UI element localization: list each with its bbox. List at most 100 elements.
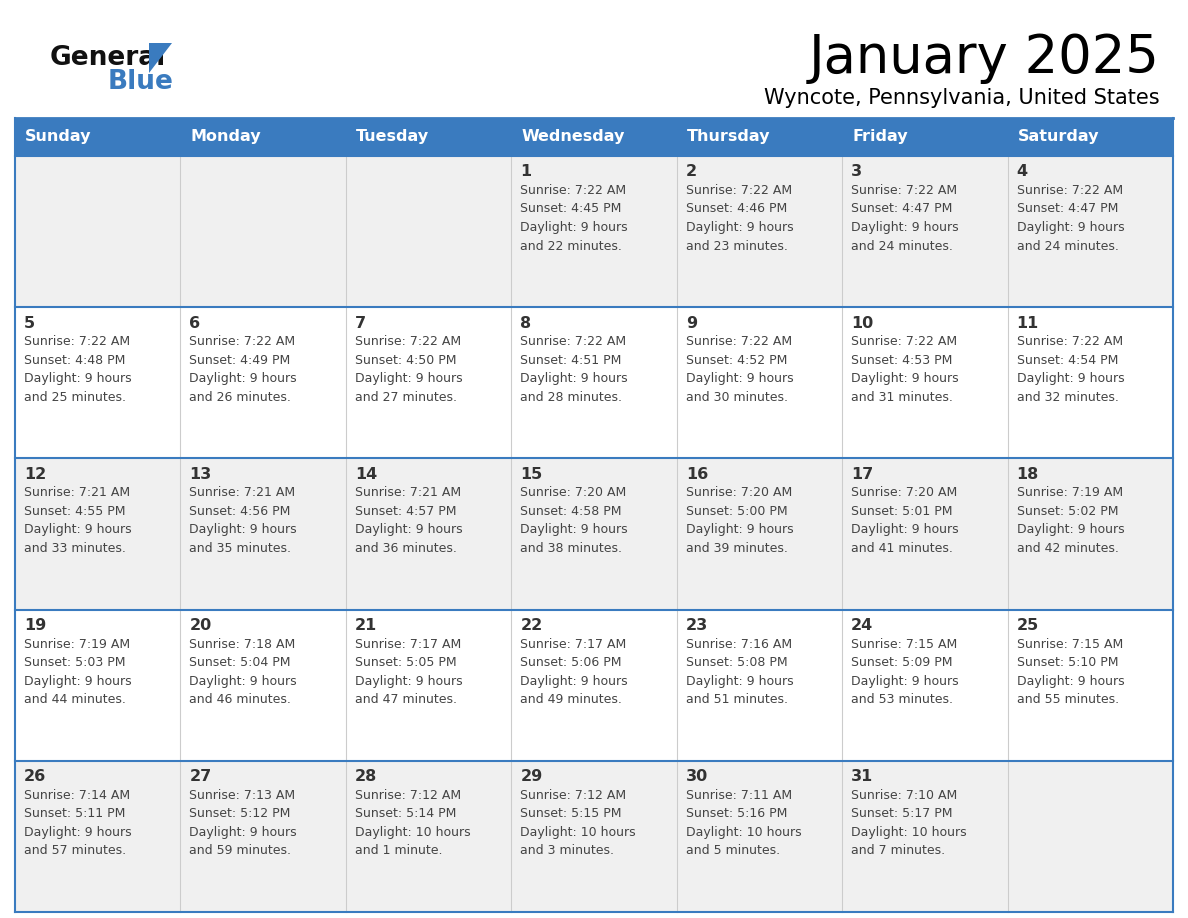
Bar (511, 761, 677, 912)
Text: 13: 13 (189, 467, 211, 482)
Text: 6: 6 (189, 316, 201, 330)
Text: Sunrise: 7:20 AM
Sunset: 4:58 PM
Daylight: 9 hours
and 38 minutes.: Sunrise: 7:20 AM Sunset: 4:58 PM Dayligh… (520, 487, 628, 554)
Text: Sunrise: 7:21 AM
Sunset: 4:56 PM
Daylight: 9 hours
and 35 minutes.: Sunrise: 7:21 AM Sunset: 4:56 PM Dayligh… (189, 487, 297, 554)
Text: 12: 12 (24, 467, 46, 482)
Text: Blue: Blue (108, 69, 173, 95)
Text: Sunrise: 7:15 AM
Sunset: 5:10 PM
Daylight: 9 hours
and 55 minutes.: Sunrise: 7:15 AM Sunset: 5:10 PM Dayligh… (1017, 638, 1124, 706)
Bar (677, 761, 842, 912)
Text: 7: 7 (355, 316, 366, 330)
Text: January 2025: January 2025 (809, 32, 1159, 84)
Text: 5: 5 (24, 316, 36, 330)
Text: Wyncote, Pennsylvania, United States: Wyncote, Pennsylvania, United States (764, 88, 1159, 108)
Text: Sunrise: 7:22 AM
Sunset: 4:51 PM
Daylight: 9 hours
and 28 minutes.: Sunrise: 7:22 AM Sunset: 4:51 PM Dayligh… (520, 335, 628, 404)
Bar (346, 308, 511, 458)
Polygon shape (148, 43, 172, 73)
Text: Sunrise: 7:11 AM
Sunset: 5:16 PM
Daylight: 10 hours
and 5 minutes.: Sunrise: 7:11 AM Sunset: 5:16 PM Dayligh… (685, 789, 802, 857)
Text: 17: 17 (851, 467, 873, 482)
Text: Saturday: Saturday (1018, 129, 1099, 144)
Text: Sunrise: 7:22 AM
Sunset: 4:48 PM
Daylight: 9 hours
and 25 minutes.: Sunrise: 7:22 AM Sunset: 4:48 PM Dayligh… (24, 335, 132, 404)
Text: 21: 21 (355, 618, 377, 633)
Text: 25: 25 (1017, 618, 1038, 633)
Bar (842, 761, 1007, 912)
Text: 30: 30 (685, 769, 708, 784)
Text: Sunrise: 7:22 AM
Sunset: 4:54 PM
Daylight: 9 hours
and 32 minutes.: Sunrise: 7:22 AM Sunset: 4:54 PM Dayligh… (1017, 335, 1124, 404)
Text: Sunrise: 7:13 AM
Sunset: 5:12 PM
Daylight: 9 hours
and 59 minutes.: Sunrise: 7:13 AM Sunset: 5:12 PM Dayligh… (189, 789, 297, 857)
Bar (181, 308, 346, 458)
Text: Sunrise: 7:14 AM
Sunset: 5:11 PM
Daylight: 9 hours
and 57 minutes.: Sunrise: 7:14 AM Sunset: 5:11 PM Dayligh… (24, 789, 132, 857)
Text: Sunrise: 7:15 AM
Sunset: 5:09 PM
Daylight: 9 hours
and 53 minutes.: Sunrise: 7:15 AM Sunset: 5:09 PM Dayligh… (851, 638, 959, 706)
Bar (842, 156, 1007, 308)
Bar (511, 156, 677, 308)
Text: Sunrise: 7:17 AM
Sunset: 5:05 PM
Daylight: 9 hours
and 47 minutes.: Sunrise: 7:17 AM Sunset: 5:05 PM Dayligh… (355, 638, 462, 706)
Text: 31: 31 (851, 769, 873, 784)
Text: 1: 1 (520, 164, 531, 180)
Text: Sunrise: 7:22 AM
Sunset: 4:52 PM
Daylight: 9 hours
and 30 minutes.: Sunrise: 7:22 AM Sunset: 4:52 PM Dayligh… (685, 335, 794, 404)
Text: Sunrise: 7:19 AM
Sunset: 5:03 PM
Daylight: 9 hours
and 44 minutes.: Sunrise: 7:19 AM Sunset: 5:03 PM Dayligh… (24, 638, 132, 706)
Text: Sunrise: 7:21 AM
Sunset: 4:57 PM
Daylight: 9 hours
and 36 minutes.: Sunrise: 7:21 AM Sunset: 4:57 PM Dayligh… (355, 487, 462, 554)
Bar (511, 118, 677, 156)
Bar (1007, 308, 1173, 458)
Bar (842, 610, 1007, 761)
Text: 18: 18 (1017, 467, 1038, 482)
Text: 11: 11 (1017, 316, 1038, 330)
Bar (181, 458, 346, 610)
Bar (1007, 118, 1173, 156)
Text: 27: 27 (189, 769, 211, 784)
Text: Thursday: Thursday (687, 129, 770, 144)
Text: 15: 15 (520, 467, 543, 482)
Text: 29: 29 (520, 769, 543, 784)
Text: Sunrise: 7:18 AM
Sunset: 5:04 PM
Daylight: 9 hours
and 46 minutes.: Sunrise: 7:18 AM Sunset: 5:04 PM Dayligh… (189, 638, 297, 706)
Text: Sunrise: 7:19 AM
Sunset: 5:02 PM
Daylight: 9 hours
and 42 minutes.: Sunrise: 7:19 AM Sunset: 5:02 PM Dayligh… (1017, 487, 1124, 554)
Text: Tuesday: Tuesday (356, 129, 429, 144)
Bar (1007, 156, 1173, 308)
Bar (511, 308, 677, 458)
Bar (511, 610, 677, 761)
Bar (15, 610, 181, 761)
Text: Sunrise: 7:20 AM
Sunset: 5:00 PM
Daylight: 9 hours
and 39 minutes.: Sunrise: 7:20 AM Sunset: 5:00 PM Dayligh… (685, 487, 794, 554)
Text: 10: 10 (851, 316, 873, 330)
Text: Sunrise: 7:17 AM
Sunset: 5:06 PM
Daylight: 9 hours
and 49 minutes.: Sunrise: 7:17 AM Sunset: 5:06 PM Dayligh… (520, 638, 628, 706)
Text: Sunrise: 7:22 AM
Sunset: 4:47 PM
Daylight: 9 hours
and 24 minutes.: Sunrise: 7:22 AM Sunset: 4:47 PM Dayligh… (851, 184, 959, 252)
Text: Wednesday: Wednesday (522, 129, 625, 144)
Bar (15, 156, 181, 308)
Text: 8: 8 (520, 316, 531, 330)
Text: Sunrise: 7:16 AM
Sunset: 5:08 PM
Daylight: 9 hours
and 51 minutes.: Sunrise: 7:16 AM Sunset: 5:08 PM Dayligh… (685, 638, 794, 706)
Text: Monday: Monday (190, 129, 261, 144)
Bar (15, 458, 181, 610)
Bar (677, 610, 842, 761)
Bar (15, 761, 181, 912)
Bar (15, 118, 181, 156)
Text: Sunrise: 7:22 AM
Sunset: 4:47 PM
Daylight: 9 hours
and 24 minutes.: Sunrise: 7:22 AM Sunset: 4:47 PM Dayligh… (1017, 184, 1124, 252)
Text: 2: 2 (685, 164, 697, 180)
Text: 23: 23 (685, 618, 708, 633)
Text: Sunrise: 7:21 AM
Sunset: 4:55 PM
Daylight: 9 hours
and 33 minutes.: Sunrise: 7:21 AM Sunset: 4:55 PM Dayligh… (24, 487, 132, 554)
Text: 14: 14 (355, 467, 377, 482)
Text: Sunrise: 7:20 AM
Sunset: 5:01 PM
Daylight: 9 hours
and 41 minutes.: Sunrise: 7:20 AM Sunset: 5:01 PM Dayligh… (851, 487, 959, 554)
Text: 22: 22 (520, 618, 543, 633)
Bar (181, 156, 346, 308)
Text: 28: 28 (355, 769, 377, 784)
Text: Sunrise: 7:10 AM
Sunset: 5:17 PM
Daylight: 10 hours
and 7 minutes.: Sunrise: 7:10 AM Sunset: 5:17 PM Dayligh… (851, 789, 967, 857)
Text: 20: 20 (189, 618, 211, 633)
Bar (1007, 610, 1173, 761)
Text: Sunrise: 7:22 AM
Sunset: 4:46 PM
Daylight: 9 hours
and 23 minutes.: Sunrise: 7:22 AM Sunset: 4:46 PM Dayligh… (685, 184, 794, 252)
Bar (346, 610, 511, 761)
Bar (842, 458, 1007, 610)
Text: Sunrise: 7:12 AM
Sunset: 5:14 PM
Daylight: 10 hours
and 1 minute.: Sunrise: 7:12 AM Sunset: 5:14 PM Dayligh… (355, 789, 470, 857)
Text: Sunrise: 7:22 AM
Sunset: 4:53 PM
Daylight: 9 hours
and 31 minutes.: Sunrise: 7:22 AM Sunset: 4:53 PM Dayligh… (851, 335, 959, 404)
Bar (181, 610, 346, 761)
Text: General: General (50, 45, 166, 71)
Bar (1007, 458, 1173, 610)
Text: Sunrise: 7:12 AM
Sunset: 5:15 PM
Daylight: 10 hours
and 3 minutes.: Sunrise: 7:12 AM Sunset: 5:15 PM Dayligh… (520, 789, 636, 857)
Bar (346, 118, 511, 156)
Bar (677, 308, 842, 458)
Bar (1007, 761, 1173, 912)
Text: 26: 26 (24, 769, 46, 784)
Text: 24: 24 (851, 618, 873, 633)
Text: Friday: Friday (852, 129, 908, 144)
Text: 16: 16 (685, 467, 708, 482)
Text: 3: 3 (851, 164, 862, 180)
Bar (346, 761, 511, 912)
Text: Sunrise: 7:22 AM
Sunset: 4:45 PM
Daylight: 9 hours
and 22 minutes.: Sunrise: 7:22 AM Sunset: 4:45 PM Dayligh… (520, 184, 628, 252)
Bar (181, 118, 346, 156)
